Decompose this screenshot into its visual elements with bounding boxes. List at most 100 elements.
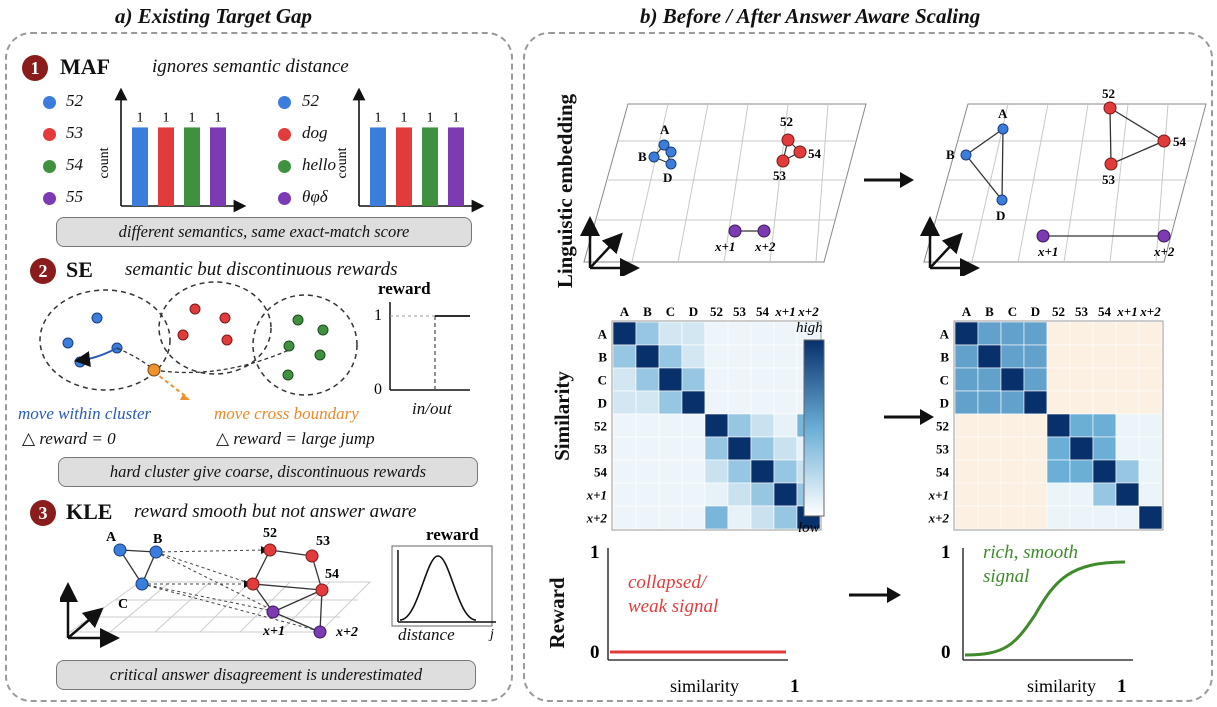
reward-after-x1: 1 xyxy=(1117,676,1127,697)
se-move-cross-label: move cross boundary xyxy=(214,404,359,423)
count-bar xyxy=(184,127,200,206)
matrix-cell xyxy=(750,390,775,415)
matrix-cell xyxy=(681,482,706,507)
kle-node-A: A xyxy=(106,530,117,545)
embed-after-53: 53 xyxy=(1102,172,1116,187)
matrix-cell xyxy=(954,390,979,415)
reward-after-y0: 0 xyxy=(941,642,951,663)
matrix-cell xyxy=(658,390,683,415)
matrix-col-label: 52 xyxy=(710,304,723,319)
reward-before-chart: 1 0 collapsed/ weak signal similarity 1 xyxy=(590,542,800,697)
matrix-cell xyxy=(727,459,752,484)
matrix-row-label: x+2 xyxy=(586,511,608,526)
matrix-cell xyxy=(954,459,979,484)
matrix-cell xyxy=(612,436,637,461)
matrix-cell xyxy=(1023,390,1048,415)
matrix-row-label: C xyxy=(598,373,607,388)
maf-count-chart-left: count 1 1 1 1 xyxy=(100,88,247,213)
matrix-col-label: B xyxy=(985,304,994,319)
embed-before-52: 52 xyxy=(780,114,793,129)
matrix-cell xyxy=(1115,367,1140,392)
matrix-cell xyxy=(750,367,775,392)
matrix-row-label: x+1 xyxy=(928,488,949,503)
matrix-cell xyxy=(1000,436,1025,461)
matrix-cell xyxy=(727,367,752,392)
count-bar xyxy=(158,127,174,206)
kle-xlabel: distance xyxy=(398,625,455,644)
matrix-cell xyxy=(750,482,775,507)
matrix-row-label: A xyxy=(940,327,950,342)
reward-before-y0: 0 xyxy=(590,642,600,663)
matrix-cell xyxy=(954,413,979,438)
matrix-cell xyxy=(1069,459,1094,484)
panel-a-frame xyxy=(5,32,513,702)
maf-right-answer-2: dog xyxy=(302,123,328,142)
se-cluster-diagram xyxy=(39,281,358,400)
matrix-cell xyxy=(658,482,683,507)
matrix-cell xyxy=(1138,413,1163,438)
matrix-cell xyxy=(727,413,752,438)
matrix-col-label: 53 xyxy=(733,304,747,319)
matrix-cell xyxy=(727,390,752,415)
embed-after-B: B xyxy=(946,147,955,162)
matrix-cell xyxy=(1092,436,1117,461)
colorbar-low: low xyxy=(798,520,820,536)
matrix-cell xyxy=(1138,505,1163,530)
se-title: SE xyxy=(66,257,93,282)
matrix-cell xyxy=(681,505,706,530)
matrix-cell xyxy=(1023,459,1048,484)
matrix-cell xyxy=(1046,367,1071,392)
se-description: semantic but discontinuous rewards xyxy=(125,259,398,280)
matrix-cell xyxy=(977,321,1002,346)
colorbar: high low xyxy=(796,320,825,536)
reward-before-y1: 1 xyxy=(590,542,600,563)
count-bar xyxy=(422,127,438,206)
matrix-cell xyxy=(1069,390,1094,415)
matrix-cell xyxy=(1138,390,1163,415)
bar-value-label: 1 xyxy=(401,110,408,125)
row-label-similarity: Similarity xyxy=(550,371,574,461)
matrix-cell xyxy=(635,482,660,507)
matrix-cell xyxy=(704,436,729,461)
matrix-row-label: 52 xyxy=(936,419,949,434)
maf-left-answer-2: 53 xyxy=(66,123,83,142)
matrix-cell xyxy=(750,344,775,369)
matrix-cell xyxy=(977,390,1002,415)
se-delta-zero: △ reward = 0 xyxy=(22,429,116,448)
matrix-cell xyxy=(1023,482,1048,507)
matrix-row-label: x+2 xyxy=(928,511,950,526)
kle-caption: critical answer disagreement is underest… xyxy=(56,660,476,690)
matrix-row-label: C xyxy=(940,373,949,388)
matrix-cell xyxy=(750,321,775,346)
maf-ylabel: count xyxy=(100,147,112,178)
bar-value-label: 1 xyxy=(163,110,170,125)
matrix-cell xyxy=(1092,505,1117,530)
reward-after-chart: 1 0 rich, smooth signal similarity 1 xyxy=(941,542,1133,697)
matrix-col-label: C xyxy=(1008,304,1017,319)
answer-dot-green xyxy=(43,160,56,173)
matrix-cell xyxy=(1138,459,1163,484)
embed-before-x+2: x+2 xyxy=(754,239,776,254)
matrix-cell xyxy=(954,482,979,507)
matrix-cell xyxy=(1046,413,1071,438)
matrix-cell xyxy=(954,436,979,461)
matrix-row-label: 53 xyxy=(936,442,950,457)
kle-node-C: C xyxy=(118,597,128,612)
matrix-cell xyxy=(1092,390,1117,415)
embedding-before-plot: A B D 52 54 53 x+1 x+2 xyxy=(580,103,867,276)
answer-dot-red xyxy=(43,128,56,141)
matrix-cell xyxy=(704,482,729,507)
matrix-cell xyxy=(1046,505,1071,530)
embed-before-B: B xyxy=(638,149,647,164)
matrix-cell xyxy=(1069,321,1094,346)
reward-before-line1: collapsed/ xyxy=(628,572,708,593)
matrix-cell xyxy=(635,413,660,438)
matrix-cell xyxy=(1000,505,1025,530)
colorbar-high: high xyxy=(796,320,823,336)
se-y1: 1 xyxy=(374,307,382,324)
maf-number-badge: 1 xyxy=(22,55,48,81)
matrix-cell xyxy=(1046,321,1071,346)
count-bar xyxy=(448,127,464,206)
reward-after-line2: signal xyxy=(983,566,1029,587)
